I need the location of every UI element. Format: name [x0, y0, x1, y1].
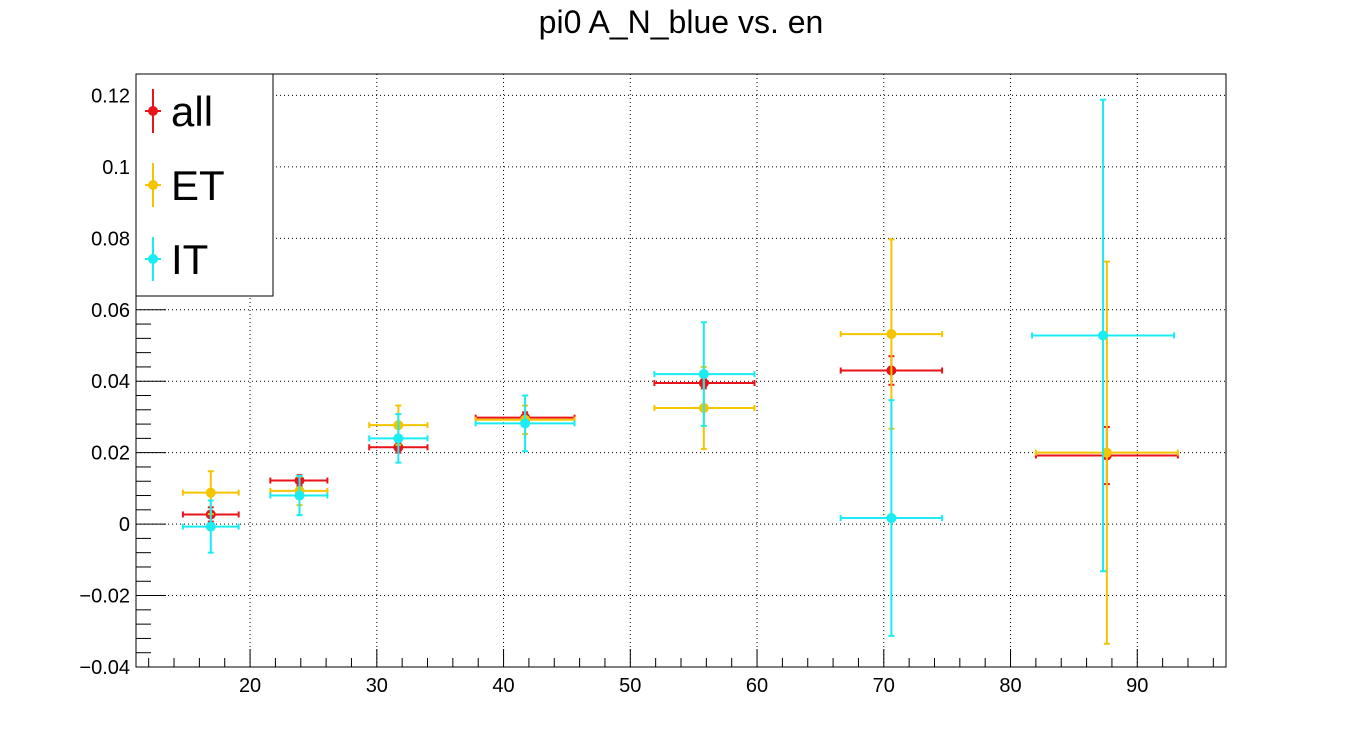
tick-labels: 20 30 40 50 60 70 80 90 −0.04 −0.02 0 0.02 0.04 0.06 0… — [79, 85, 1148, 697]
data-point — [520, 418, 531, 429]
legend: all ET IT — [135, 73, 274, 297]
x-tick-label: 70 — [873, 675, 895, 697]
y-tick-label: 0.08 — [91, 228, 130, 250]
data-point — [393, 433, 404, 444]
y-tick-label: −0.04 — [79, 657, 130, 679]
data-point — [205, 487, 216, 498]
data-point — [698, 369, 709, 380]
legend-entry-IT: IT — [145, 236, 208, 283]
series-IT — [181, 98, 1176, 637]
y-tick-label: −0.02 — [79, 586, 130, 608]
legend-marker — [148, 106, 158, 116]
y-tick-label: 0.06 — [91, 300, 130, 322]
data-point — [1101, 447, 1112, 458]
legend-entry-all: all — [145, 88, 213, 135]
y-tick-label: 0 — [119, 514, 130, 536]
data-point — [294, 490, 305, 501]
chart-title: pi0 A_N_blue vs. en — [538, 4, 824, 40]
x-tick-label: 80 — [999, 675, 1021, 697]
y-tick-label: 0.02 — [91, 443, 130, 465]
series-ET — [181, 238, 1179, 645]
x-tick-label: 30 — [366, 675, 388, 697]
x-tick-label: 60 — [746, 675, 768, 697]
legend-entry-ET: ET — [145, 162, 225, 209]
x-tick-label: 40 — [492, 675, 514, 697]
legend-marker — [148, 180, 158, 190]
y-tick-label: 0.12 — [91, 85, 130, 107]
x-tick-label: 50 — [619, 675, 641, 697]
data-series — [181, 98, 1179, 645]
y-tick-label: 0.1 — [102, 157, 130, 179]
data-point — [886, 513, 897, 524]
y-tick-label: 0.04 — [91, 371, 130, 393]
legend-label: all — [171, 88, 213, 135]
legend-label: IT — [171, 236, 208, 283]
data-point — [205, 521, 216, 532]
x-tick-label: 20 — [239, 675, 261, 697]
grid-lines — [136, 74, 1226, 668]
x-tick-label: 90 — [1126, 675, 1148, 697]
legend-marker — [148, 254, 158, 264]
plot-frame — [135, 73, 1227, 668]
legend-label: ET — [171, 162, 225, 209]
data-point — [1098, 330, 1109, 341]
data-point — [886, 329, 897, 340]
